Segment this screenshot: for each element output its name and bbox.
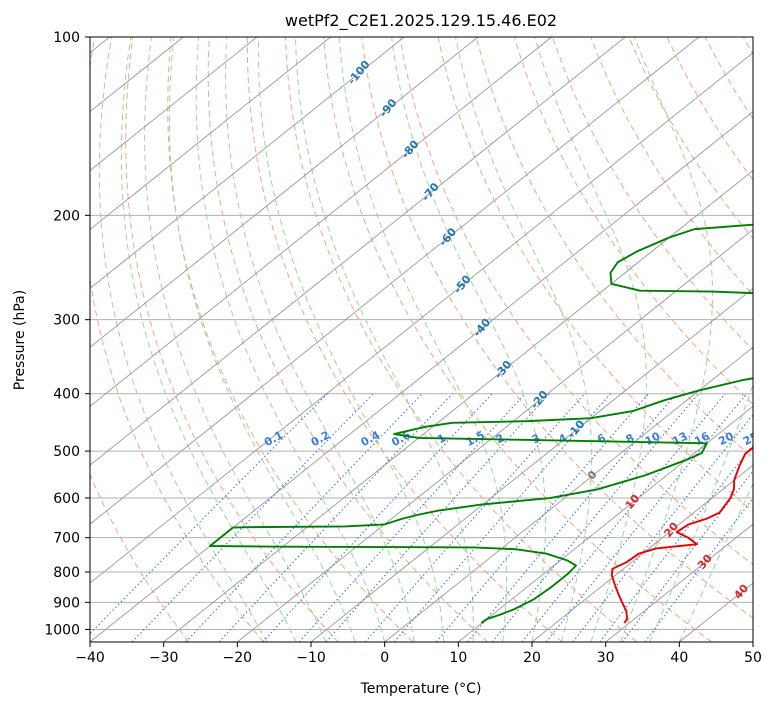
mixing-ratio-line: [364, 393, 586, 642]
moist-adiabat: [649, 383, 753, 642]
mixing-ratio-label: 20: [716, 429, 736, 448]
x-tick-label: 20: [523, 650, 541, 666]
dry-adiabat: [246, 37, 563, 642]
isotherm-line: [90, 37, 626, 466]
moist-adiabat: [619, 37, 713, 642]
y-axis-label: Pressure (hPa): [12, 290, 28, 390]
y-tick-label: 1000: [44, 622, 80, 638]
isotherm-line: [90, 52, 753, 584]
isotherm-line: [384, 346, 753, 642]
x-tick-label: 40: [670, 650, 688, 666]
dewpoint-profile-line: [209, 223, 753, 624]
x-tick-label: −30: [149, 650, 179, 666]
mixing-ratio-line: [521, 393, 726, 642]
isotherm-line: [237, 228, 753, 642]
isotherm-line: [310, 287, 753, 642]
dry-adiabat: [284, 37, 638, 642]
pressure-grid: [90, 37, 753, 630]
mixing-ratio-line: [325, 393, 550, 642]
moist-adiabat: [338, 37, 508, 642]
moist-adiabat: [534, 37, 647, 642]
x-tick-label: 0: [380, 650, 389, 666]
x-tick-label: 30: [597, 650, 615, 666]
isotherm-line: [90, 37, 700, 525]
mixing-ratio-label: 25: [741, 429, 761, 448]
y-tick-label: 300: [53, 313, 80, 329]
x-tick-label: −40: [75, 650, 105, 666]
profile-series: [209, 223, 753, 624]
moist-adiabat: [391, 37, 547, 642]
isotherm-line: [90, 37, 258, 172]
x-axis-label: Temperature (°C): [360, 681, 482, 697]
moist-adiabat: [168, 37, 356, 642]
y-axis-ticks: 100 200 300 400 500 600 700 800 900 1000: [44, 30, 90, 638]
x-tick-label: 10: [449, 650, 467, 666]
dry-adiabat: [90, 473, 190, 642]
x-tick-label: −20: [223, 650, 253, 666]
isotherm-line: [531, 464, 753, 642]
y-tick-label: 400: [53, 387, 80, 403]
dry-adiabat: [323, 37, 713, 642]
x-tick-label: 50: [744, 650, 762, 666]
temperature-profile-line: [610, 446, 753, 624]
moist-adiabat: [455, 37, 593, 642]
isotherm-line: [90, 37, 405, 289]
isotherm-line: [605, 523, 753, 642]
y-tick-label: 100: [53, 30, 80, 46]
x-axis-ticks: −40 −30 −20 −10 0 10 20 30 40 50: [75, 642, 762, 666]
x-tick-label: −10: [296, 650, 326, 666]
y-tick-label: 600: [53, 491, 80, 507]
moist-adiabats: [98, 37, 753, 642]
moist-adiabat: [257, 37, 445, 642]
plot-area: 0.10.20.40.611.52346810131620253036 -100…: [90, 37, 761, 642]
isotherm-line: [90, 37, 331, 231]
y-tick-label: 900: [53, 595, 80, 611]
dry-adiabat: [552, 37, 753, 351]
moist-adiabat: [195, 37, 386, 642]
moist-adiabat: [295, 37, 474, 642]
y-tick-label: 200: [53, 208, 80, 224]
moist-adiabat: [225, 37, 415, 642]
mixing-ratio-line: [491, 393, 700, 642]
mixing-ratio-label: 10: [643, 429, 663, 448]
isotherm-line: [90, 37, 552, 407]
dry-adiabat: [437, 37, 753, 513]
chart-title: wetPf2_C2E1.2025.129.15.46.E02: [285, 11, 557, 31]
isotherm-line: [163, 169, 753, 642]
y-tick-label: 700: [53, 531, 80, 547]
mixing-ratio-line: [435, 393, 650, 642]
isotherm-line: [458, 405, 753, 642]
mixing-ratio-line: [185, 393, 423, 642]
plot-frame: [89, 36, 754, 643]
skewed-isotherms: [90, 37, 753, 642]
y-tick-label: 500: [53, 444, 80, 460]
mixing-ratio-line: [572, 414, 753, 642]
y-tick-label: 800: [53, 565, 80, 581]
mixing-ratio-line: [467, 393, 677, 642]
dry-adiabat: [125, 37, 339, 642]
dry-adiabat: [361, 37, 753, 619]
dry-adiabat: [590, 37, 753, 296]
isotherm-line: [90, 37, 479, 348]
moist-adiabat: [678, 482, 753, 642]
dry-adiabat: [399, 37, 753, 566]
dry-adiabat: [207, 37, 488, 642]
mixing-ratio-line: [393, 393, 612, 642]
